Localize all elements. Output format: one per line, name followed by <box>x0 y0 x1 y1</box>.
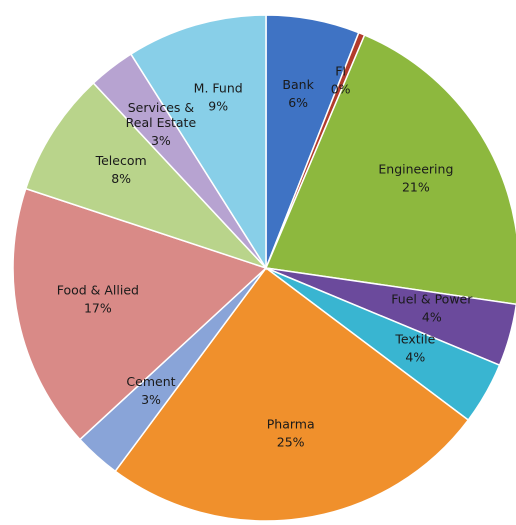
pie-slice-engineering <box>264 34 516 305</box>
pie-label-textile: Textile 4% <box>394 331 435 364</box>
pie-label-food-allied: Food & Allied 17% <box>57 282 139 315</box>
pie-label-services-real-estate: Services & Real Estate 3% <box>126 100 197 148</box>
pie-label-bank: Bank 6% <box>282 77 314 110</box>
pie-label-pharma: Pharma 25% <box>267 416 315 449</box>
pie-label-engineering: Engineering 21% <box>378 162 453 195</box>
pie-slice-m-fund <box>129 14 267 271</box>
pie-label-cement: Cement 3% <box>126 374 175 407</box>
pie-label-telecom: Telecom 8% <box>95 153 147 186</box>
pie-label-m-fund: M. Fund 9% <box>194 81 243 114</box>
pie-slice-pharma <box>114 266 470 522</box>
pie-slice-food-allied <box>12 187 268 441</box>
pie-slice-telecom <box>24 81 267 269</box>
pie-label-fi: FI 0% <box>331 63 351 96</box>
pie-label-fuel-power: Fuel & Power 4% <box>391 292 473 325</box>
